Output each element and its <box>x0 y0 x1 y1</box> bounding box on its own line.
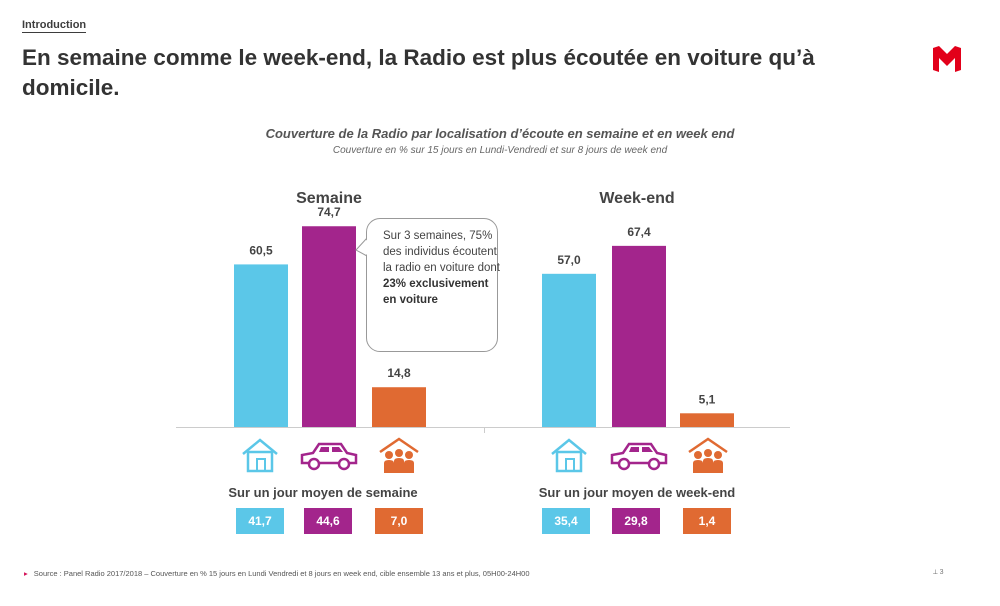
chart-subtitle: Couverture en % sur 15 jours en Lundi-Ve… <box>332 145 668 156</box>
daily-label-semaine: Sur un jour moyen de semaine <box>228 485 418 500</box>
car-icon <box>300 442 358 471</box>
logo-shape <box>933 46 961 72</box>
bar-value-label: 60,5 <box>249 243 273 257</box>
bar-value-label: 14,8 <box>387 366 411 380</box>
callout-bold: 23% exclusivement en voiture <box>383 278 489 306</box>
bar-value-label: 74,7 <box>317 205 341 219</box>
panel-title-weekend: Week-end <box>599 190 675 207</box>
bar-autre lieu <box>372 387 426 427</box>
house-icon <box>242 438 278 473</box>
bar-voiture <box>612 245 666 427</box>
people-icon <box>688 437 728 473</box>
daily-value-box: 1,4 <box>683 508 731 534</box>
bar-voiture <box>302 226 356 427</box>
page-title: En semaine comme le week-end, la Radio e… <box>22 45 815 100</box>
daily-value-box: 41,7 <box>236 508 284 534</box>
people-icon <box>379 437 419 473</box>
page-marker-icon: ⟂ <box>933 569 938 576</box>
daily-value-box: 44,6 <box>304 508 352 534</box>
chart-title: Couverture de la Radio par localisation … <box>265 126 735 141</box>
bar-domicile <box>234 264 288 427</box>
bar-domicile <box>542 273 596 427</box>
page-number-text: 3 <box>939 569 944 576</box>
bar-value-label: 5,1 <box>699 392 716 406</box>
bar-value-label: 57,0 <box>557 253 581 267</box>
daily-label-weekend: Sur un jour moyen de week-end <box>538 485 736 500</box>
callout-text: Sur 3 semaines, 75% des individus écoute… <box>383 228 503 308</box>
source-note: ▸ Source : Panel Radio 2017/2018 – Couver… <box>24 569 530 578</box>
daily-value-box: 35,4 <box>542 508 590 534</box>
callout-bubble <box>366 218 498 352</box>
house-icon <box>551 438 587 473</box>
daily-value-box: 29,8 <box>612 508 660 534</box>
car-icon <box>610 442 668 471</box>
bar-autre lieu <box>680 413 734 427</box>
bar-value-label: 67,4 <box>627 225 651 239</box>
source-text: Source : Panel Radio 2017/2018 – Couvert… <box>33 569 530 578</box>
section-label: Introduction <box>22 19 87 33</box>
callout-line: Sur 3 semaines, 75% des individus écoute… <box>383 230 500 274</box>
bullet-arrow-icon: ▸ <box>24 569 28 578</box>
daily-value-box: 7,0 <box>375 508 423 534</box>
brand-logo <box>933 46 961 72</box>
page-number: ⟂ 3 <box>933 569 944 577</box>
panel-title-semaine: Semaine <box>296 190 362 207</box>
